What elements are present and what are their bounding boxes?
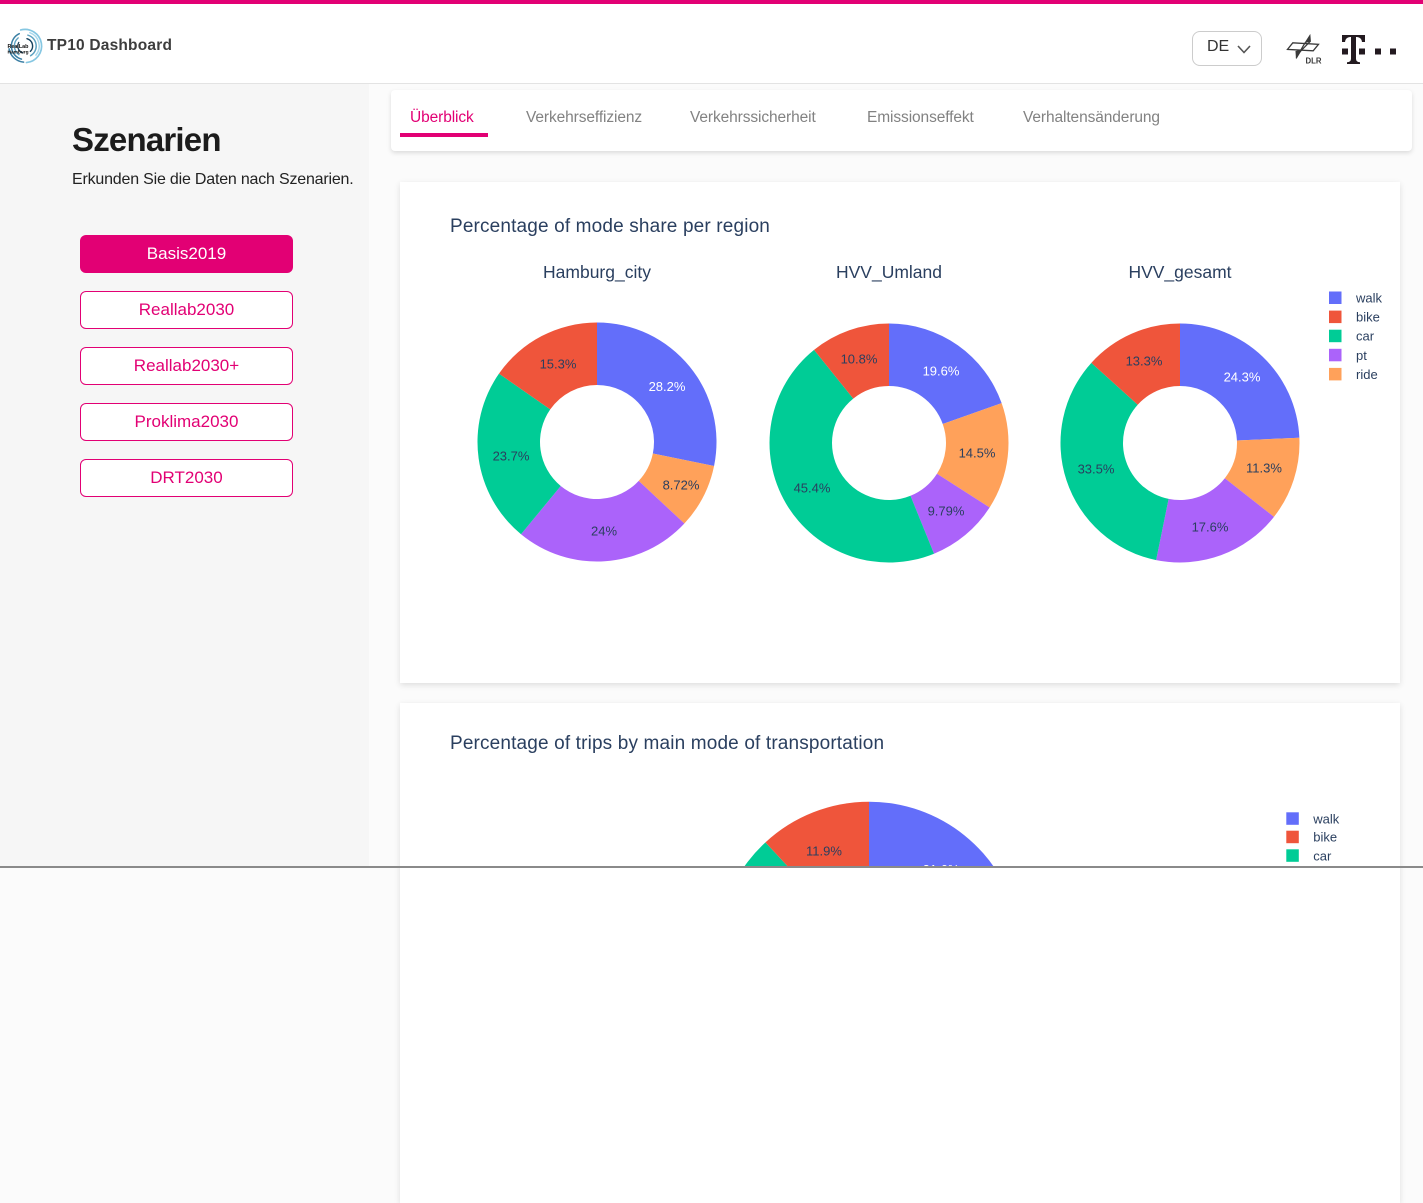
svg-text:RealLab: RealLab [8,44,30,50]
svg-text:Hamburg: Hamburg [8,50,29,56]
svg-text:DLR: DLR [1306,57,1322,65]
